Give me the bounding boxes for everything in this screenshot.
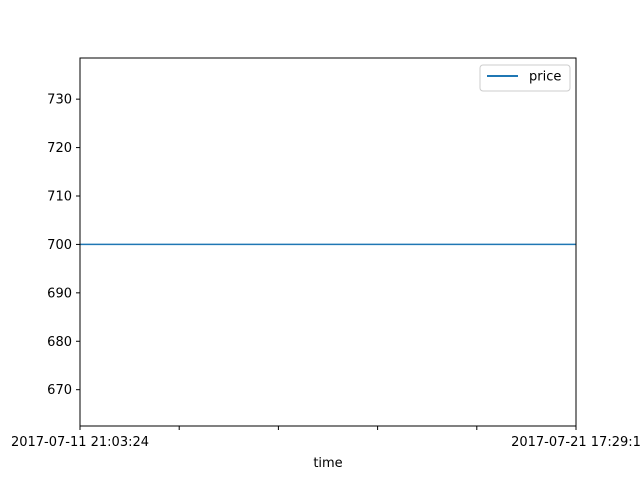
x-axis-label: time <box>313 456 342 471</box>
y-tick-label: 710 <box>47 190 72 205</box>
plot-frame <box>79 57 577 427</box>
x-tick-label: 2017-07-11 21:03:24 <box>11 435 149 450</box>
y-tick-label: 690 <box>47 286 72 301</box>
x-tick-label: 2017-07-21 17:29:1 <box>511 435 640 450</box>
y-tick-label: 680 <box>47 335 72 350</box>
y-tick-label: 720 <box>47 141 72 156</box>
y-tick-label: 670 <box>47 383 72 398</box>
y-tick-label: 730 <box>47 93 72 108</box>
legend-label-price: price <box>529 70 561 85</box>
legend: price <box>479 64 571 92</box>
legend-box <box>479 64 571 92</box>
y-axis-ticks: 670 680 690 700 710 720 730 <box>47 93 80 398</box>
x-axis-ticks: 2017-07-11 21:03:24 2017-07-21 17:29:1 <box>11 426 640 450</box>
y-tick-label: 700 <box>47 238 72 253</box>
